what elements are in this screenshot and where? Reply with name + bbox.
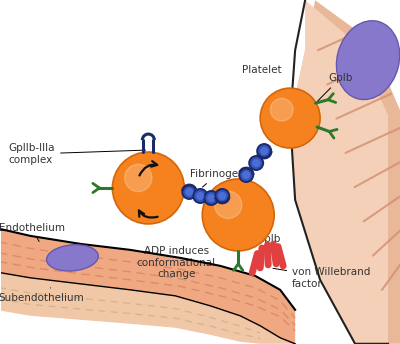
Circle shape xyxy=(202,179,274,251)
Circle shape xyxy=(239,168,253,182)
Circle shape xyxy=(193,189,207,203)
Circle shape xyxy=(260,88,320,148)
Polygon shape xyxy=(0,272,295,344)
Circle shape xyxy=(204,191,218,205)
Circle shape xyxy=(270,98,293,121)
Polygon shape xyxy=(290,0,400,344)
Circle shape xyxy=(249,156,263,170)
Circle shape xyxy=(196,192,204,200)
Circle shape xyxy=(260,147,268,155)
Circle shape xyxy=(252,159,260,167)
Circle shape xyxy=(185,188,193,196)
Text: ADP induces
conformational
change: ADP induces conformational change xyxy=(137,246,216,279)
Text: Subendothelium: Subendothelium xyxy=(0,288,84,303)
Circle shape xyxy=(125,164,152,192)
Text: Endothelium: Endothelium xyxy=(0,223,64,241)
Circle shape xyxy=(182,185,196,199)
Text: Fibrinogen: Fibrinogen xyxy=(190,169,245,187)
Circle shape xyxy=(215,189,229,203)
Ellipse shape xyxy=(46,245,98,271)
Circle shape xyxy=(214,191,242,218)
Polygon shape xyxy=(0,228,295,344)
Ellipse shape xyxy=(336,21,400,99)
Circle shape xyxy=(242,171,250,179)
Text: Platelet: Platelet xyxy=(242,65,282,75)
Polygon shape xyxy=(290,0,388,344)
Circle shape xyxy=(257,144,271,158)
Text: GpIb: GpIb xyxy=(241,234,280,250)
Text: von Willebrand
factor: von Willebrand factor xyxy=(273,267,370,289)
Circle shape xyxy=(218,192,226,200)
Circle shape xyxy=(207,194,215,202)
Text: GpIb: GpIb xyxy=(318,73,352,101)
Circle shape xyxy=(112,152,184,224)
Text: GpIIb-IIIa
complex: GpIIb-IIIa complex xyxy=(8,143,146,165)
